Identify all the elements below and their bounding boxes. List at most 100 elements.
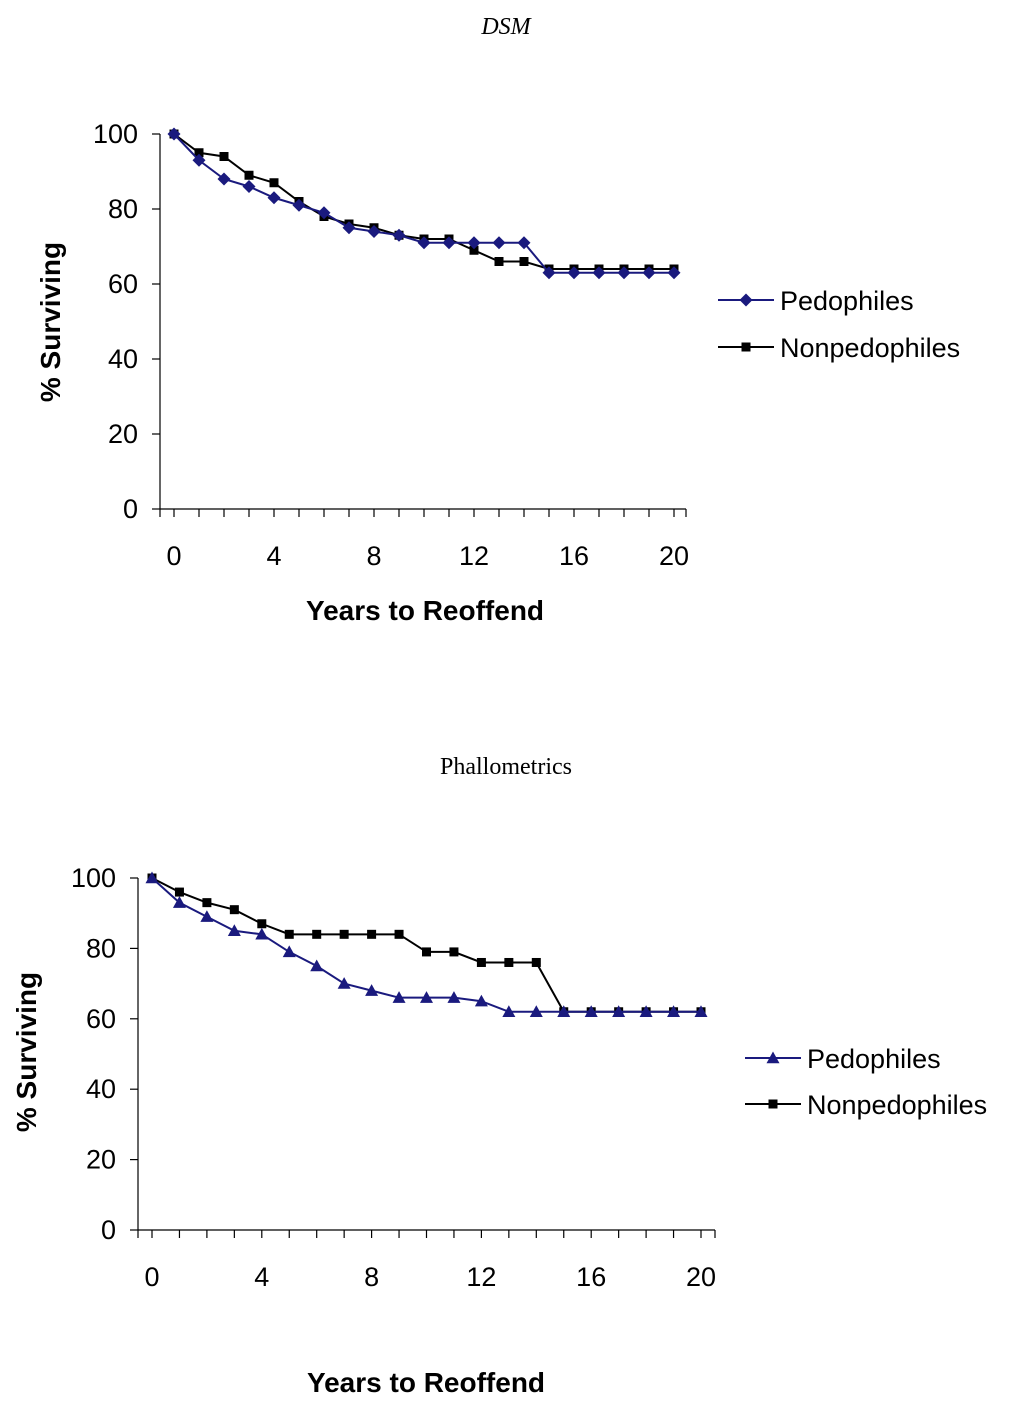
plot-area: 0 20 40 60 80 100 0 4 8 12 16 20: [71, 863, 716, 1292]
data-point: [194, 148, 204, 158]
data-point: [476, 957, 486, 967]
data-point: [394, 929, 404, 939]
data-point: [612, 1005, 626, 1017]
data-point: [167, 127, 181, 141]
plot-area: 0 20 40 60 80 100 0 4 8 12 16 20: [93, 119, 689, 571]
data-point: [284, 929, 294, 939]
legend-item-nonpedophiles: Nonpedophiles: [718, 333, 960, 363]
data-point: [417, 236, 431, 250]
data-point: [292, 198, 306, 212]
series-pedophiles: [145, 871, 708, 1017]
data-point: [229, 905, 239, 915]
legend-item-pedophiles: Pedophiles: [745, 1044, 941, 1074]
data-point: [517, 236, 531, 250]
y-tick-label: 20: [86, 1145, 116, 1175]
x-tick-label: 16: [576, 1262, 606, 1292]
legend-label: Pedophiles: [807, 1044, 941, 1074]
legend-marker: [741, 342, 751, 352]
data-point: [267, 191, 281, 205]
y-tick-label: 100: [71, 863, 116, 893]
data-point: [442, 236, 456, 250]
x-tick-label: 16: [559, 541, 589, 571]
data-point: [474, 994, 488, 1007]
data-point: [467, 236, 481, 250]
x-tick-label: 20: [686, 1262, 716, 1292]
x-axis-label: Years to Reoffend: [307, 1367, 545, 1398]
y-tick-label: 100: [93, 119, 138, 149]
legend-marker: [768, 1099, 778, 1109]
legend-item-pedophiles: Pedophiles: [718, 286, 914, 316]
data-point: [200, 910, 214, 922]
data-point: [367, 225, 381, 238]
data-point: [312, 929, 322, 939]
data-point: [492, 236, 506, 250]
data-point: [592, 266, 606, 280]
y-tick-label: 0: [123, 494, 138, 524]
data-point: [694, 1005, 708, 1017]
legend: Pedophiles Nonpedophiles: [718, 286, 960, 363]
y-tick-label: 20: [108, 419, 138, 449]
data-point: [447, 991, 461, 1003]
y-axis-label: % Surviving: [35, 242, 66, 402]
x-axis-label: Years to Reoffend: [306, 595, 544, 626]
y-tick-label: 40: [86, 1074, 116, 1104]
data-point: [667, 266, 681, 280]
legend-label: Nonpedophiles: [807, 1090, 987, 1120]
data-point: [145, 871, 159, 884]
data-point: [317, 206, 331, 220]
data-point: [392, 991, 406, 1003]
x-tick-label: 4: [254, 1262, 269, 1292]
y-tick-label: 40: [108, 344, 138, 374]
data-point: [531, 957, 541, 967]
y-tick-label: 0: [101, 1215, 116, 1245]
data-point: [584, 1005, 598, 1017]
data-point: [192, 153, 206, 167]
series-nonpedophiles: [169, 129, 679, 274]
legend-item-nonpedophiles: Nonpedophiles: [745, 1090, 987, 1120]
data-point: [567, 266, 581, 280]
x-tick-label: 8: [364, 1262, 379, 1292]
data-point: [557, 1005, 571, 1017]
chart-title: DSM: [480, 14, 532, 40]
data-point: [504, 957, 514, 967]
x-tick-label: 0: [166, 541, 181, 571]
data-point: [639, 1005, 653, 1017]
data-point: [342, 221, 356, 235]
data-point: [494, 257, 504, 266]
data-point: [529, 1005, 543, 1017]
x-tick-label: 20: [659, 541, 689, 571]
data-point: [242, 180, 256, 193]
y-tick-label: 80: [108, 194, 138, 224]
data-point: [392, 228, 406, 242]
dsm-chart: DSM 0 20 40 60 80 100 0 4 8 12 16 20 Years to Reoff…: [35, 14, 960, 626]
series-pedophiles: [167, 127, 681, 280]
chart-title: Phallometrics: [440, 754, 572, 780]
data-point: [310, 959, 324, 972]
data-point: [172, 896, 186, 908]
legend-label: Pedophiles: [780, 286, 914, 316]
data-point: [202, 898, 212, 908]
data-point: [337, 977, 351, 989]
data-point: [217, 172, 231, 186]
data-point: [617, 266, 631, 280]
x-tick-label: 0: [144, 1262, 159, 1292]
data-point: [642, 266, 656, 280]
data-point: [519, 257, 529, 266]
y-tick-label: 80: [86, 933, 116, 963]
data-point: [469, 245, 479, 255]
data-point: [367, 929, 377, 939]
data-point: [339, 929, 349, 939]
data-point: [282, 945, 296, 958]
data-point: [542, 266, 556, 280]
data-point: [269, 178, 279, 188]
x-tick-label: 4: [266, 541, 281, 571]
data-point: [227, 924, 241, 936]
legend: Pedophiles Nonpedophiles: [745, 1044, 987, 1120]
data-point: [420, 991, 433, 1003]
legend-marker: [739, 293, 753, 307]
x-tick-label: 12: [459, 541, 489, 571]
data-point: [422, 947, 431, 957]
data-point: [257, 919, 267, 929]
data-point: [255, 927, 269, 940]
